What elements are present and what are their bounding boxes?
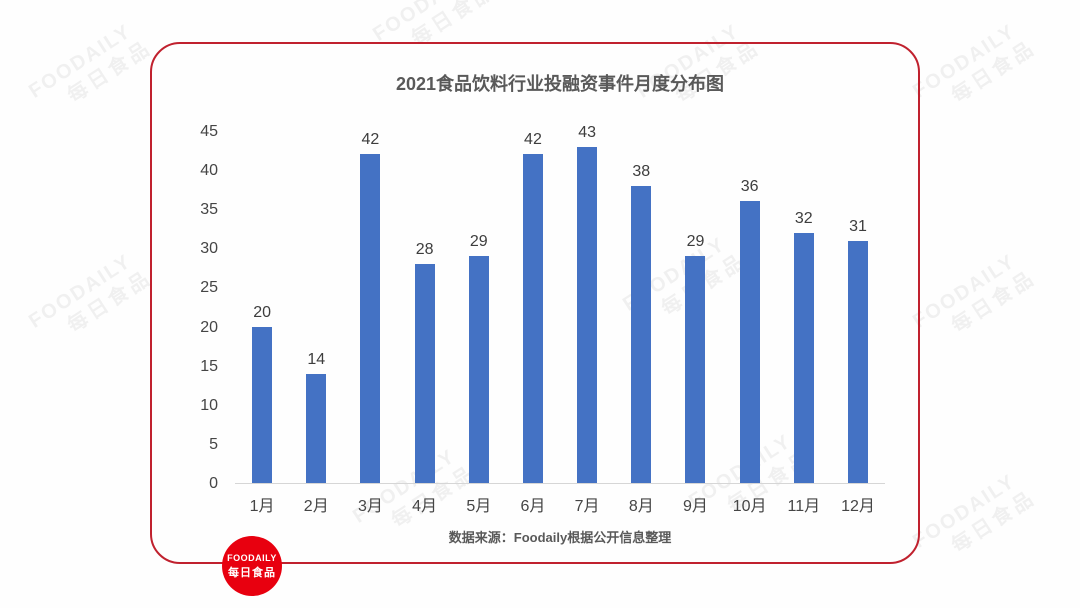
bar-column: 20 [235, 304, 289, 483]
x-tick-label: 7月 [574, 498, 600, 515]
bar [522, 154, 543, 483]
bars-container: 20 14 42 28 29 42 43 38 29 36 32 31 [235, 44, 885, 483]
x-axis-tick-labels: 1月 2月 3月 4月 5月 6月 7月 8月 9月 10月 11月 12月 [235, 492, 885, 516]
bar [631, 185, 652, 483]
logo-wordmark: FOODAILY [227, 552, 277, 563]
source-note: 数据来源：Foodaily根据公开信息整理 [448, 530, 672, 545]
x-tick-label: 1月 [249, 498, 275, 515]
x-tick-label: 3月 [357, 498, 383, 515]
bar [306, 373, 327, 483]
plot-area: 20 14 42 28 29 42 43 38 29 36 32 31 [235, 44, 885, 484]
bar [252, 326, 273, 483]
x-tick-label: 2月 [303, 498, 329, 515]
x-tick-label: 5月 [466, 498, 492, 515]
bar-value-label: 31 [849, 217, 867, 235]
bar-value-label: 42 [361, 131, 380, 149]
bar-column: 28 [398, 241, 452, 483]
bar-column: 29 [452, 233, 506, 483]
bar [468, 256, 489, 483]
bar-value-label: 43 [578, 123, 597, 141]
x-tick-label: 9月 [683, 498, 708, 515]
bar [793, 232, 814, 483]
bar [414, 263, 435, 483]
y-tick-label: 40 [200, 162, 218, 180]
bar-value-label: 14 [307, 350, 326, 368]
y-tick-label: 5 [209, 435, 218, 453]
x-tick-label: 10月 [732, 498, 767, 515]
chart-title: 2021食品饮料行业投融资事件月度分布图 [395, 74, 725, 94]
bar-value-label: 42 [524, 131, 542, 149]
bar-column: 14 [289, 350, 343, 483]
y-tick-label: 35 [200, 201, 218, 219]
bar [360, 154, 381, 483]
foodaily-logo: FOODAILY 每日食品 [222, 536, 282, 596]
bar-column: 31 [831, 218, 885, 483]
bar-column: 29 [668, 233, 722, 483]
y-tick-label: 45 [200, 123, 218, 140]
x-tick-label: 4月 [412, 498, 438, 515]
x-tick-label: 12月 [841, 498, 875, 515]
bar-value-label: 28 [415, 240, 434, 258]
bar-value-label: 32 [794, 209, 813, 227]
bar-column: 38 [614, 163, 668, 483]
y-axis-tick-labels: 0 5 10 15 20 25 30 35 40 45 [152, 44, 218, 492]
chart-card: 2021食品饮料行业投融资事件月度分布图 0 5 10 15 20 25 30 35 40 45 … [150, 42, 920, 596]
y-tick-label: 15 [200, 357, 218, 375]
y-tick-label: 20 [200, 318, 218, 336]
y-tick-label: 0 [209, 475, 218, 492]
bar-column: 42 [506, 131, 560, 483]
bar [685, 256, 706, 483]
bar [577, 146, 598, 483]
x-tick-label: 11月 [787, 498, 821, 515]
x-tick-label: 8月 [628, 498, 654, 515]
bar-column: 43 [560, 124, 614, 483]
x-axis-line [235, 483, 885, 484]
bar [847, 240, 868, 483]
y-tick-label: 25 [200, 279, 218, 297]
bar-value-label: 38 [632, 162, 651, 180]
y-tick-label: 10 [200, 396, 218, 414]
bar-column: 32 [777, 210, 831, 483]
bar-column: 42 [343, 131, 397, 483]
bar-value-label: 29 [686, 233, 705, 251]
bar [739, 201, 760, 483]
bar-column: 36 [723, 178, 777, 483]
logo-chinese-name: 每日食品 [228, 566, 276, 579]
bar-value-label: 20 [253, 303, 271, 321]
bar-value-label: 36 [740, 178, 759, 196]
y-tick-label: 30 [200, 240, 218, 258]
bar-value-label: 29 [469, 233, 488, 251]
x-tick-label: 6月 [520, 498, 546, 515]
